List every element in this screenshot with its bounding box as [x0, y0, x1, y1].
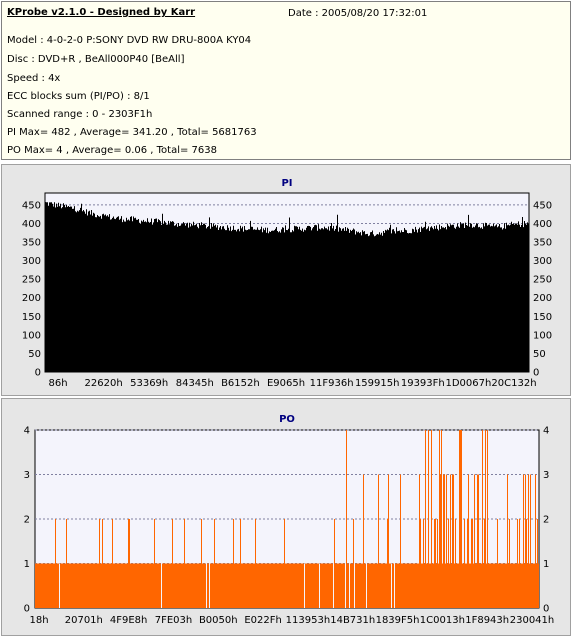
po-x-tick: 1839F5h [376, 615, 420, 626]
pi-x-tick: E9065h [267, 378, 305, 389]
disc-line: Disc : DVD+R , BeAll000P40 [BeAll] [7, 54, 185, 65]
pi-x-tick: 11F936h [310, 378, 354, 389]
po-x-tick: 20701h [65, 615, 103, 626]
po-summary-line: PO Max= 4 , Average= 0.06 , Total= 7638 [7, 145, 217, 156]
pi-x-tick: 20C132h [491, 378, 536, 389]
pi-x-tick: 19393Fh [401, 378, 445, 389]
po-y-tick-left: 2 [24, 515, 30, 526]
po-x-tick: E022Fh [244, 615, 282, 626]
po-x-tick: B0050h [199, 615, 238, 626]
speed-line: Speed : 4x [7, 73, 61, 84]
po-x-tick: 1C0013h [420, 615, 465, 626]
pi-x-tick: 1D0067h [445, 378, 491, 389]
po-y-tick-left: 3 [24, 470, 30, 481]
pi-y-tick-left: 400 [22, 219, 41, 230]
pi-y-tick-left: 50 [28, 349, 41, 360]
po-x-tick: 18h [29, 615, 48, 626]
po-series [35, 563, 539, 608]
po-x-tick: 4F9E8h [110, 615, 148, 626]
pi-y-tick-right: 300 [533, 256, 552, 267]
po-series-gaps [59, 563, 395, 608]
pi-y-tick-right: 250 [533, 275, 552, 286]
po-x-tick: 7FE03h [155, 615, 193, 626]
po-y-tick-right: 2 [543, 515, 549, 526]
pi-x-tick: 22620h [85, 378, 123, 389]
pi-y-tick-right: 350 [533, 238, 552, 249]
pi-y-tick-left: 150 [22, 312, 41, 323]
pi-y-tick-right: 400 [533, 219, 552, 230]
pi-chart: PI 0 0 50 50 100 100 150 150 200 200 250 250 300 300 35… [22, 178, 552, 389]
po-y-tick-right: 0 [543, 604, 549, 615]
pi-y-tick-right: 100 [533, 330, 552, 341]
pi-y-tick-left: 200 [22, 293, 41, 304]
pi-y-tick-left: 450 [22, 200, 41, 211]
pi-x-tick: 53369h [130, 378, 168, 389]
pi-y-tick-left: 250 [22, 275, 41, 286]
po-x-tick: 1F8943h [465, 615, 509, 626]
po-y-tick-right: 4 [543, 426, 549, 437]
po-y-tick-left: 0 [24, 604, 30, 615]
scan-date: Date : 2005/08/20 17:32:01 [288, 8, 428, 19]
po-chart-title: PO [279, 414, 295, 425]
pi-x-tick: 86h [48, 378, 67, 389]
pi-y-tick-right: 50 [533, 349, 546, 360]
pi-y-tick-left: 350 [22, 238, 41, 249]
po-y-tick-right: 3 [543, 470, 549, 481]
po-chart: PO 0 0 1 1 2 2 3 3 4 4 18h 20701h 4F9E8h 7FE03h B0050h E… [24, 414, 555, 626]
pi-y-tick-right: 150 [533, 312, 552, 323]
pi-x-tick: 159915h [355, 378, 400, 389]
po-x-tick: 230041h [510, 615, 555, 626]
pi-y-tick-right: 450 [533, 200, 552, 211]
pi-x-tick: 84345h [176, 378, 214, 389]
po-x-tick: 113953h [286, 615, 331, 626]
po-y-tick-left: 1 [24, 559, 30, 570]
po-y-tick-right: 1 [543, 559, 549, 570]
ecc-line: ECC blocks sum (PI/PO) : 8/1 [7, 91, 150, 102]
app-title: KProbe v2.1.0 - Designed by Karr [7, 7, 196, 18]
pi-summary-line: PI Max= 482 , Average= 341.20 , Total= 5… [7, 127, 257, 138]
pi-y-tick-left: 100 [22, 330, 41, 341]
pi-x-tick: B6152h [221, 378, 260, 389]
info-panel: KProbe v2.1.0 - Designed by Karr Date : … [1, 1, 571, 160]
pi-chart-title: PI [281, 178, 292, 189]
pi-series [45, 202, 529, 372]
po-y-tick-left: 4 [24, 426, 30, 437]
pi-chart-panel: PI 0 0 50 50 100 100 150 150 200 200 250 250 300 300 35… [1, 164, 571, 396]
pi-y-tick-right: 200 [533, 293, 552, 304]
po-x-tick: 14B731h [330, 615, 375, 626]
pi-y-tick-left: 300 [22, 256, 41, 267]
pi-y-tick-left: 0 [35, 368, 41, 379]
po-chart-panel: PO 0 0 1 1 2 2 3 3 4 4 18h 20701h 4F9E8h 7FE03h B0050h E… [1, 398, 571, 636]
model-line: Model : 4-0-2-0 P:SONY DVD RW DRU-800A K… [7, 35, 252, 46]
range-line: Scanned range : 0 - 2303F1h [7, 109, 153, 120]
pi-y-tick-right: 0 [533, 368, 539, 379]
